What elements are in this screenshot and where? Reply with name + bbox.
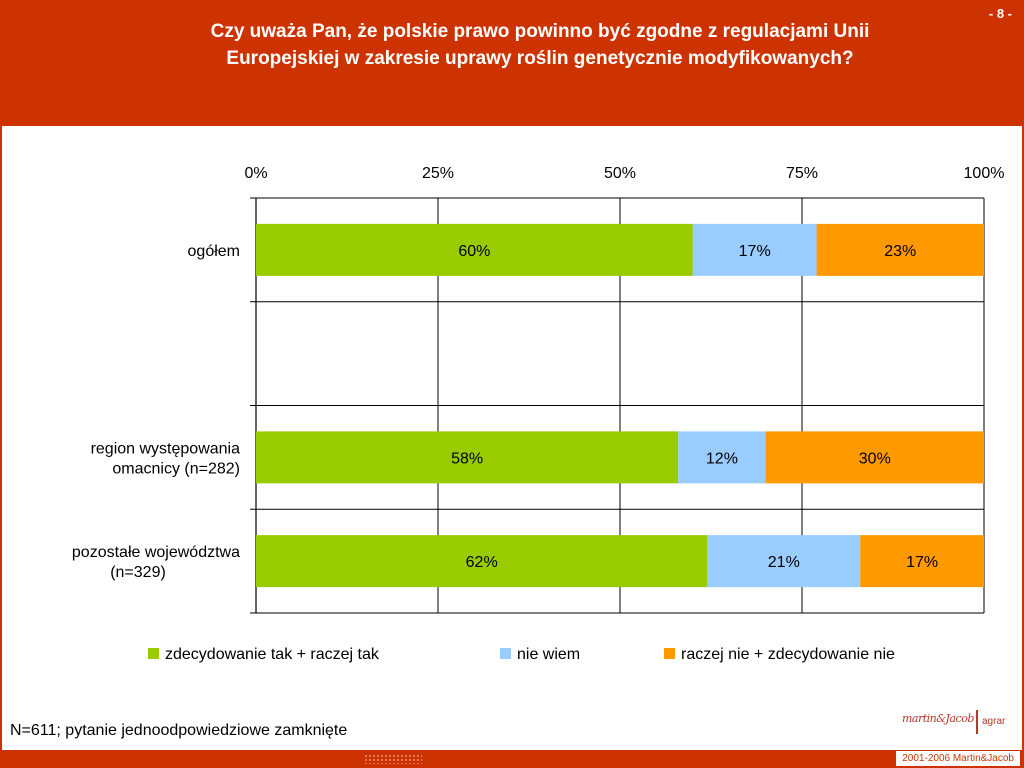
data-label-0-1: 17% [739,243,771,260]
labels: 0% 25% 50% 75% 100% 60% 17% 23% ogółem 58% 12% 30% r… [72,165,1005,581]
category-label-2-1: omacnicy (n=282) [112,460,240,477]
data-label-0-0: 60% [458,243,490,260]
bar-2-2 [765,431,984,484]
data-label-3-1: 21% [768,554,800,571]
page-number: - 8 - [988,6,1012,21]
footnote: N=611; pytanie jednoodpowiedziowe zamkni… [10,722,348,739]
legend-label-dont-know: nie wiem [517,646,581,663]
category-label-3-1: (n=329) [110,564,166,581]
logo-agrar: agrar [982,716,1006,727]
data-label-3-2: 17% [906,554,938,571]
legend-swatch-dont-know [500,648,511,659]
data-label-2-0: 58% [451,450,483,467]
x-tick-label-1: 25% [422,165,454,182]
header-band: - 8 - Czy uważa Pan, że polskie prawo po… [0,0,1024,126]
bar-2-0 [256,431,679,484]
legend-swatch-no [664,648,675,659]
stacked-bar-chart: 0% 25% 50% 75% 100% 60% 17% 23% ogółem 58% 12% 30% r… [72,165,1005,614]
dotted-pattern [364,754,422,764]
footer-bar: 2001-2006 Martin&Jacob [0,750,1024,768]
category-label-2-0: region występowania [91,440,241,457]
bar-0-2 [816,223,984,276]
bar-3-0 [256,535,708,588]
category-label-0-0: ogółem [188,243,240,260]
x-tick-label-2: 50% [604,165,636,182]
legend-label-no: raczej nie + zdecydowanie nie [681,646,895,663]
data-label-2-2: 30% [859,450,891,467]
data-label-0-2: 23% [884,243,916,260]
legend-item-dont-know: nie wiem [500,646,580,664]
copyright: 2001-2006 Martin&Jacob [896,751,1020,766]
slide-body: 0% 25% 50% 75% 100% 60% 17% 23% ogółem 58% 12% 30% r… [2,126,1022,750]
bars [256,223,984,588]
martin-jacob-logo: martin&Jacob agrar [902,710,1014,746]
logo-script: martin&Jacob [902,712,974,725]
bar-3-1 [707,535,861,588]
bar-0-1 [692,223,817,276]
data-label-3-0: 62% [466,554,498,571]
bar-3-2 [860,535,984,588]
bar-2-1 [678,431,766,484]
chart-title: Czy uważa Pan, że polskie prawo powinno … [210,21,870,69]
legend-label-yes: zdecydowanie tak + raczej tak [165,646,379,663]
bar-0-0 [256,223,693,276]
logo-separator [976,710,978,734]
legend-swatch-yes [148,648,159,659]
data-label-2-1: 12% [706,450,738,467]
legend-item-no: raczej nie + zdecydowanie nie [664,646,895,664]
legend-item-yes: zdecydowanie tak + raczej tak [148,646,379,664]
legend: zdecydowanie tak + raczej tak nie wiem r… [2,642,1022,672]
x-tick-label-3: 75% [786,165,818,182]
category-label-3-0: pozostałe województwa [72,544,240,561]
x-tick-label-4: 100% [964,165,1005,182]
x-tick-label-0: 0% [244,165,267,182]
